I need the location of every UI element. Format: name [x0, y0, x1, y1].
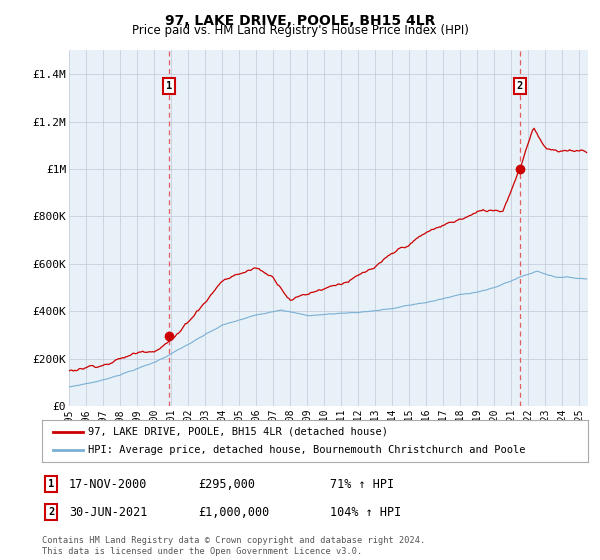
Text: 30-JUN-2021: 30-JUN-2021 — [69, 506, 148, 519]
Text: 97, LAKE DRIVE, POOLE, BH15 4LR: 97, LAKE DRIVE, POOLE, BH15 4LR — [165, 14, 435, 28]
Text: 2: 2 — [517, 81, 523, 91]
Text: 1: 1 — [166, 81, 172, 91]
Text: Contains HM Land Registry data © Crown copyright and database right 2024.
This d: Contains HM Land Registry data © Crown c… — [42, 536, 425, 556]
Text: 71% ↑ HPI: 71% ↑ HPI — [330, 478, 394, 491]
Text: Price paid vs. HM Land Registry's House Price Index (HPI): Price paid vs. HM Land Registry's House … — [131, 24, 469, 37]
Text: HPI: Average price, detached house, Bournemouth Christchurch and Poole: HPI: Average price, detached house, Bour… — [88, 445, 526, 455]
Text: 104% ↑ HPI: 104% ↑ HPI — [330, 506, 401, 519]
Text: £1,000,000: £1,000,000 — [198, 506, 269, 519]
Text: 17-NOV-2000: 17-NOV-2000 — [69, 478, 148, 491]
Text: £295,000: £295,000 — [198, 478, 255, 491]
Text: 97, LAKE DRIVE, POOLE, BH15 4LR (detached house): 97, LAKE DRIVE, POOLE, BH15 4LR (detache… — [88, 427, 388, 437]
Text: 1: 1 — [48, 479, 54, 489]
Text: 2: 2 — [48, 507, 54, 517]
